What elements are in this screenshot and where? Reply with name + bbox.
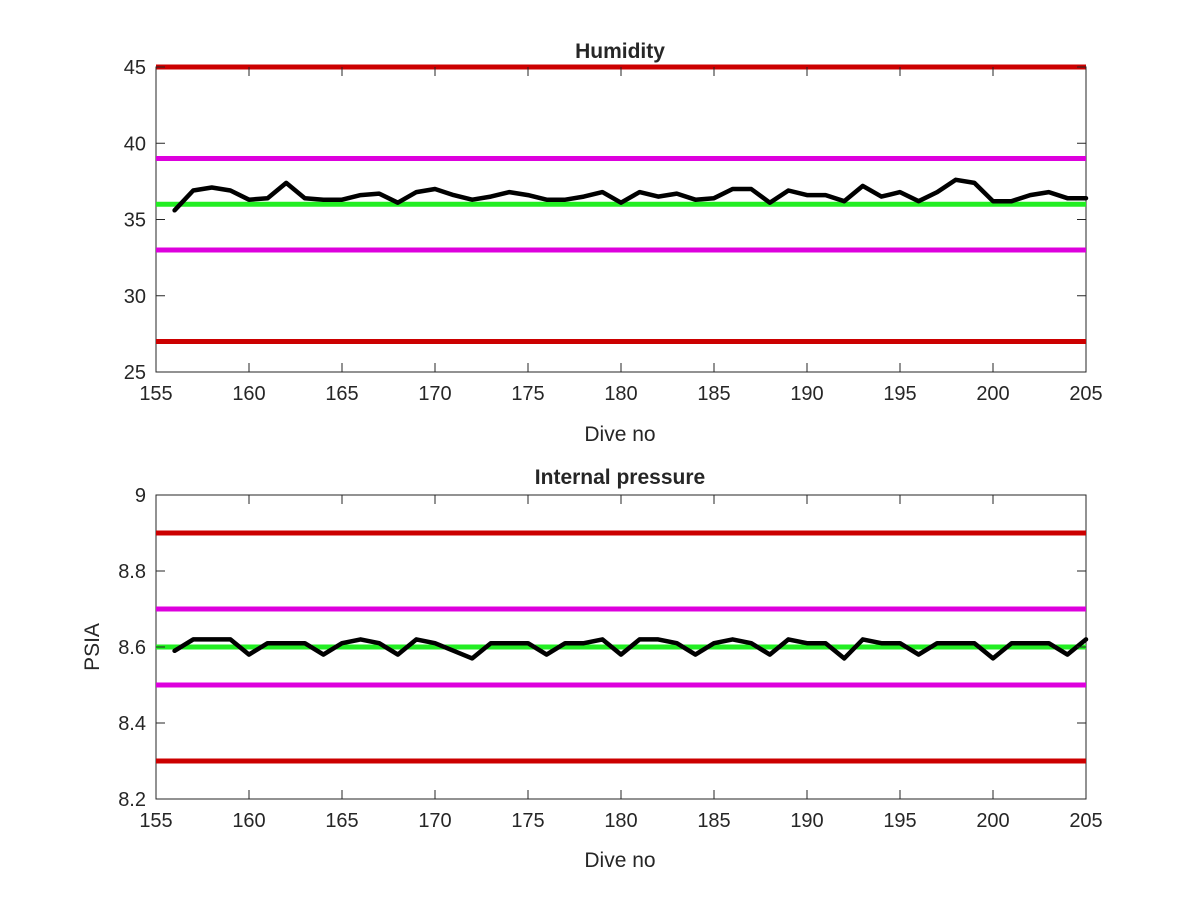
internal-pressure-x-tick-label: 155 [139, 810, 172, 832]
humidity-y-tick-label: 35 [124, 210, 146, 232]
internal-pressure-x-tick-label: 180 [604, 810, 637, 832]
humidity-x-tick-label: 180 [604, 383, 637, 405]
internal-pressure-x-tick-label: 200 [976, 810, 1009, 832]
humidity-panel: Humidity Dive no 155 160 165 170 175 180 185 19… [124, 40, 1103, 446]
internal-pressure-x-tick-label: 165 [325, 810, 358, 832]
humidity-x-axis-label: Dive no [584, 423, 655, 446]
internal-pressure-y-axis-label: PSIA [81, 623, 104, 671]
internal-pressure-x-axis-label: Dive no [584, 849, 655, 872]
humidity-y-tick-label: 45 [124, 57, 146, 79]
humidity-x-tick-label: 190 [790, 383, 823, 405]
humidity-y-tick-label: 25 [124, 362, 146, 384]
humidity-x-tick-label: 155 [139, 383, 172, 405]
humidity-x-tick-label: 200 [976, 383, 1009, 405]
internal-pressure-x-tick-label: 205 [1069, 810, 1102, 832]
internal-pressure-x-tick-label: 160 [232, 810, 265, 832]
humidity-x-tick-label: 195 [883, 383, 916, 405]
humidity-x-tick-label: 170 [418, 383, 451, 405]
humidity-y-tick-label: 40 [124, 133, 146, 155]
internal-pressure-panel: Internal pressure Dive no PSIA 155 160 165… [81, 466, 1103, 872]
internal-pressure-x-tick-label: 170 [418, 810, 451, 832]
humidity-x-tick-label: 185 [697, 383, 730, 405]
humidity-x-tick-label: 205 [1069, 383, 1102, 405]
internal-pressure-x-tick-label: 185 [697, 810, 730, 832]
internal-pressure-y-tick-label: 8.4 [118, 713, 146, 735]
humidity-x-tick-label: 160 [232, 383, 265, 405]
humidity-title: Humidity [575, 40, 665, 63]
internal-pressure-y-tick-label: 9 [135, 485, 146, 507]
internal-pressure-x-tick-label: 195 [883, 810, 916, 832]
internal-pressure-x-tick-label: 175 [511, 810, 544, 832]
internal-pressure-x-tick-label: 190 [790, 810, 823, 832]
internal-pressure-y-tick-label: 8.6 [118, 637, 146, 659]
internal-pressure-title: Internal pressure [535, 466, 705, 489]
humidity-x-tick-label: 165 [325, 383, 358, 405]
humidity-plot-area [155, 66, 1087, 373]
humidity-data-line [172, 177, 1089, 213]
humidity-y-tick-label: 30 [124, 286, 146, 308]
internal-pressure-data-line [172, 637, 1089, 661]
humidity-x-tick-label: 175 [511, 383, 544, 405]
internal-pressure-y-tick-label: 8.8 [118, 561, 146, 583]
internal-pressure-y-tick-label: 8.2 [118, 789, 146, 811]
